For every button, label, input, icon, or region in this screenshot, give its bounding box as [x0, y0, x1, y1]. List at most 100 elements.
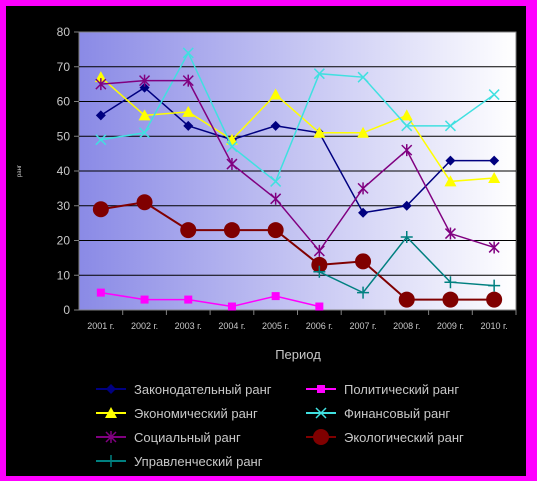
legend-label: Социальный ранг [134, 430, 241, 445]
data-point [444, 175, 457, 187]
data-point [401, 144, 413, 157]
data-point [183, 120, 194, 131]
legend-item: Экологический ранг [306, 429, 464, 445]
data-point [271, 292, 280, 301]
legend-label: Экологический ранг [344, 430, 464, 445]
x-tick-label: 2001 г. [87, 321, 114, 331]
legend-swatch-marker [105, 431, 117, 443]
series-line [100, 201, 495, 301]
data-point [488, 279, 501, 292]
series-line [100, 79, 495, 253]
data-point [180, 222, 197, 239]
data-point [401, 200, 412, 211]
data-point [139, 82, 150, 93]
data-point [357, 71, 369, 83]
data-point [270, 175, 282, 187]
data-point [442, 291, 459, 308]
data-point [488, 89, 500, 101]
data-point [486, 291, 503, 308]
y-tick-label: 60 [57, 95, 71, 109]
x-tick-label: 2005 г. [262, 321, 289, 331]
legend-swatch-marker [317, 385, 325, 393]
legend-swatch-marker [313, 429, 329, 445]
data-point [269, 88, 282, 100]
x-tick-label: 2010 г. [481, 321, 508, 331]
legend-label: Политический ранг [344, 382, 459, 397]
data-point [95, 110, 106, 121]
data-point [140, 295, 149, 304]
x-tick-label: 2007 г. [349, 321, 376, 331]
data-point [138, 109, 151, 121]
data-point [227, 302, 236, 311]
data-point [139, 127, 151, 139]
legend-label: Финансовый ранг [344, 406, 450, 421]
data-point [444, 227, 456, 240]
legend-label: Управленческий ранг [134, 454, 263, 469]
legend-item: Экономический ранг [96, 406, 258, 421]
legend-swatch-marker [105, 407, 117, 418]
data-point [444, 276, 457, 289]
x-tick-label: 2008 г. [393, 321, 420, 331]
data-point [398, 291, 415, 308]
data-point [226, 158, 238, 171]
line-chart: 0 10 20 30 40 50 60 70 80 2001 г. 2002 г. 2003 г. 2… [17, 25, 517, 469]
data-point [488, 171, 501, 183]
data-point [489, 155, 500, 166]
data-point [96, 288, 105, 297]
data-point [226, 141, 238, 153]
data-point [401, 120, 413, 132]
data-point [92, 201, 109, 218]
data-point [95, 78, 107, 91]
series-line [100, 51, 495, 183]
legend-swatch-marker [106, 384, 116, 394]
x-tick-label: 2002 г. [131, 321, 158, 331]
data-point [182, 47, 194, 59]
y-tick-label: 30 [57, 199, 71, 213]
series-6 [313, 231, 501, 299]
data-point [357, 182, 369, 195]
y-tick-label: 10 [57, 268, 71, 282]
data-point [182, 74, 194, 87]
series-line [100, 291, 320, 308]
legend-swatch-marker [105, 455, 117, 467]
legend: Законодательный ранг Политический ранг Эко… [96, 382, 464, 469]
x-tick-label: 2003 г. [175, 321, 202, 331]
y-axis-title: ранг [17, 164, 23, 177]
legend-item: Социальный ранг [96, 430, 241, 445]
data-point [488, 241, 500, 254]
data-point [184, 295, 193, 304]
series-4 [95, 74, 500, 257]
data-point [311, 256, 328, 273]
y-tick-label: 40 [57, 164, 71, 178]
data-point [444, 120, 456, 132]
legend-item: Управленческий ранг [96, 454, 263, 469]
data-point [139, 74, 151, 87]
data-point [400, 231, 413, 244]
data-point [355, 253, 372, 270]
data-point [270, 120, 281, 131]
series-5 [92, 194, 503, 308]
legend-swatch-marker [315, 407, 327, 419]
legend-item: Законодательный ранг [96, 382, 272, 397]
y-tick-label: 50 [57, 129, 71, 143]
data-point [182, 105, 195, 117]
x-axis-title: Период [275, 347, 321, 362]
data-point [357, 126, 370, 138]
data-point [315, 302, 324, 311]
data-point [94, 71, 107, 83]
series-3 [95, 47, 500, 187]
x-tick-label: 2009 г. [437, 321, 464, 331]
y-tick-label: 20 [57, 234, 71, 248]
y-tick-label: 0 [63, 303, 70, 317]
data-point [223, 222, 240, 239]
x-tick-label: 2004 г. [218, 321, 245, 331]
data-point [313, 265, 326, 278]
series-line [100, 76, 495, 183]
data-point [267, 222, 284, 239]
legend-label: Законодательный ранг [134, 382, 272, 397]
data-point [400, 109, 413, 121]
legend-label: Экономический ранг [134, 406, 258, 421]
data-point [95, 134, 107, 146]
data-point [313, 126, 326, 138]
series-1 [96, 288, 324, 311]
